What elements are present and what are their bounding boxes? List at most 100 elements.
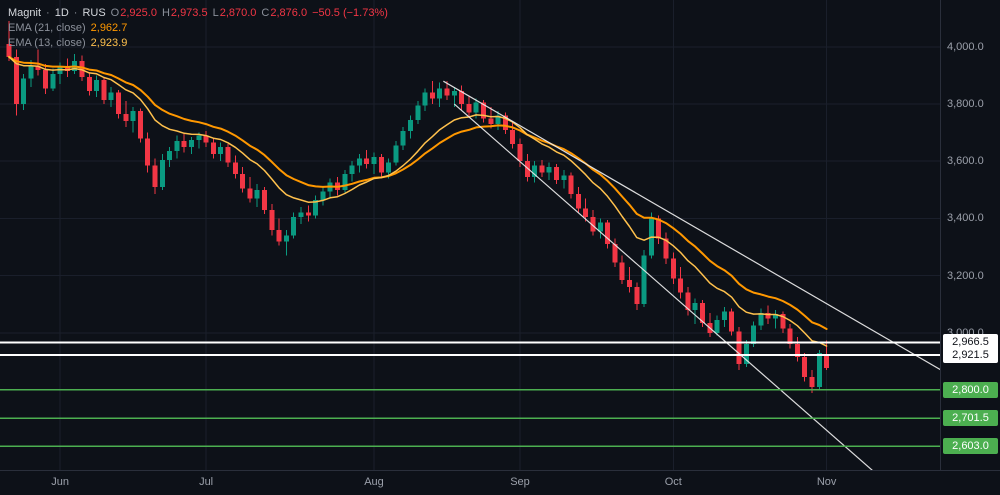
- candlestick-chart[interactable]: [0, 0, 940, 470]
- price-line-badge[interactable]: 2,603.0: [943, 438, 998, 455]
- candle-body: [137, 111, 143, 139]
- candle-body: [627, 279, 632, 288]
- candle-body: [254, 189, 260, 199]
- candle-body: [751, 325, 757, 345]
- candle-body: [429, 92, 435, 99]
- exchange-label: RUS: [82, 6, 106, 19]
- candle-body: [101, 79, 107, 100]
- price-line-badge[interactable]: 2,921.5: [943, 347, 998, 364]
- time-tick-label: Sep: [510, 476, 530, 488]
- time-tick-label: Oct: [664, 476, 682, 488]
- candle-body: [517, 144, 523, 162]
- candle-body: [787, 328, 793, 345]
- candle-body: [13, 56, 19, 105]
- ema13-value: 2,923.9: [90, 36, 128, 49]
- candle-body: [459, 91, 465, 105]
- candle-body: [35, 65, 41, 70]
- candle-body: [634, 287, 640, 305]
- candle-body: [305, 212, 311, 216]
- price-tick-label: 3,800.0: [947, 98, 984, 111]
- candle-body: [743, 344, 749, 365]
- symbol-row[interactable]: Magnit · 1D · RUS O 2,925.0 H 2,973.5 L 2,8…: [8, 5, 388, 20]
- candle-body: [378, 156, 384, 173]
- candle-body: [196, 135, 202, 140]
- indicator-row-ema13[interactable]: EMA (13, close) 2,923.9: [8, 35, 388, 50]
- price-tick-label: 3,400.0: [947, 212, 984, 225]
- candle-body: [685, 292, 691, 310]
- candle-body: [721, 311, 727, 320]
- candle-body: [809, 377, 815, 388]
- candle-body: [437, 88, 443, 99]
- candle-body: [568, 175, 574, 195]
- candle-body: [313, 199, 319, 216]
- price-axis[interactable]: 4,000.0 3,800.0 3,600.0 3,400.0 3,200.0 3,000…: [940, 0, 1000, 470]
- ema21-label: EMA (21, close): [8, 21, 86, 34]
- candle-body: [561, 175, 567, 180]
- candle-body: [714, 319, 720, 333]
- candle-body: [130, 111, 136, 122]
- candle-body: [765, 312, 771, 319]
- candle-body: [342, 174, 348, 190]
- candle-body: [240, 174, 246, 189]
- candle-body: [225, 146, 231, 163]
- candle-body: [283, 235, 289, 242]
- price-line-badge[interactable]: 2,800.0: [943, 381, 998, 398]
- indicator-row-ema21[interactable]: EMA (21, close) 2,962.7: [8, 20, 388, 35]
- price-tick-label: 4,000.0: [947, 40, 984, 53]
- time-tick-label: Nov: [816, 476, 837, 488]
- candle-body: [320, 191, 326, 200]
- price-tick-label: 3,200.0: [947, 269, 984, 282]
- candle-body: [466, 104, 472, 113]
- candle-body: [408, 119, 413, 132]
- time-tick-label: Aug: [364, 476, 384, 488]
- candle-body: [641, 255, 647, 305]
- candle-body: [262, 189, 267, 210]
- interval-label: 1D: [54, 6, 69, 19]
- candle-body: [678, 278, 684, 293]
- candle-body: [758, 312, 764, 326]
- candle-body: [232, 162, 238, 175]
- candle-body: [510, 129, 516, 145]
- candle-body: [451, 91, 457, 96]
- candle-body: [364, 158, 370, 165]
- candle-body: [773, 314, 778, 319]
- ema-21-line: [8, 55, 828, 330]
- separator: ·: [46, 6, 50, 19]
- candle-body: [167, 151, 173, 160]
- candle-body: [583, 208, 589, 217]
- candle-body: [597, 222, 603, 232]
- candle-body: [349, 165, 355, 175]
- chart-canvas[interactable]: Magnit · 1D · RUS O 2,925.0 H 2,973.5 L 2,8…: [0, 0, 940, 470]
- price-tick-label: 3,600.0: [947, 155, 984, 168]
- candle-body: [532, 165, 538, 177]
- candle-body: [43, 69, 48, 89]
- time-axis[interactable]: Jun Jul Aug Sep Oct Nov: [0, 470, 1000, 495]
- candle-body: [473, 102, 479, 113]
- candle-body: [554, 166, 559, 180]
- price-line-badge[interactable]: 2,966.5: [943, 334, 998, 351]
- candle-body: [444, 88, 450, 96]
- candle-body: [94, 79, 100, 92]
- change-value: −50.5 (−1.73%): [312, 6, 388, 19]
- candle-body: [123, 114, 129, 122]
- separator: ·: [73, 6, 78, 19]
- open-value: O 2,925.0: [110, 6, 157, 19]
- candle-body: [116, 92, 121, 115]
- price-line-badge[interactable]: 2,701.5: [943, 410, 998, 427]
- candle-body: [575, 194, 581, 209]
- candle-body: [189, 139, 194, 147]
- candle-body: [356, 158, 362, 166]
- close-value: C 2,876.0: [261, 6, 308, 19]
- candle-body: [794, 344, 800, 358]
- candle-body: [816, 352, 822, 388]
- candle-body: [502, 115, 508, 130]
- candle-body: [64, 66, 70, 72]
- candle-body: [736, 331, 742, 365]
- time-tick-label: Jun: [51, 476, 69, 488]
- candle-body: [86, 76, 92, 92]
- candle-body: [539, 165, 545, 173]
- candle-body: [495, 115, 501, 125]
- candle-body: [415, 105, 421, 120]
- trend-line: [443, 80, 940, 371]
